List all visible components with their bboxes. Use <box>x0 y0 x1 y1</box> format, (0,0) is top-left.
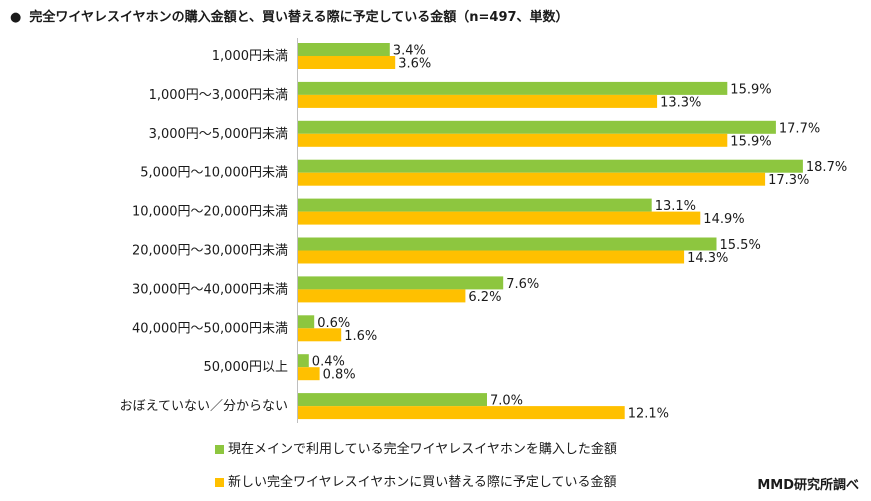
value-label-current: 7.6% <box>506 277 539 292</box>
bar-current <box>298 276 504 290</box>
value-label-current: 7.0% <box>490 394 523 409</box>
bar-planned <box>298 250 685 264</box>
bar-planned <box>298 133 728 147</box>
category-label: 1,000円未満 <box>212 49 288 64</box>
value-label-current: 17.7% <box>779 121 820 136</box>
bar-current <box>298 354 309 368</box>
value-label-planned: 1.6% <box>344 329 377 344</box>
value-label-planned: 13.3% <box>660 95 701 110</box>
value-label-current: 0.4% <box>312 355 345 370</box>
title-bullet: ● <box>10 10 22 25</box>
value-labels: 3.4%3.6% 15.9% 13.3% 17.7% 15.9% 18.7%17.3% 13… <box>312 44 847 422</box>
bar-planned <box>298 367 320 381</box>
category-labels: 1,000円未満 1,000円～3,000円未満 3,000円～5,000円未満 5,… <box>120 49 288 414</box>
bar-current <box>298 393 487 407</box>
value-label-planned: 15.9% <box>730 134 771 149</box>
value-label-planned: 0.8% <box>323 368 356 383</box>
bar-planned <box>298 94 658 108</box>
bar-current <box>298 198 652 212</box>
legend-item-current: 現在メインで利用している完全ワイヤレスイヤホンを購入した金額 <box>215 438 617 457</box>
legend-label-current: 現在メインで利用している完全ワイヤレスイヤホンを購入した金額 <box>228 442 617 457</box>
value-label-current: 3.4% <box>393 44 426 59</box>
value-label-current: 18.7% <box>806 160 847 175</box>
value-label-planned: 17.3% <box>768 173 809 188</box>
value-label-current: 15.9% <box>730 82 771 97</box>
category-label: 40,000円～50,000円未満 <box>132 321 288 336</box>
bar-planned <box>298 172 766 186</box>
title-text: 完全ワイヤレスイヤホンの購入金額と、買い替える際に予定している金額（n=497、… <box>29 10 569 25</box>
bar-current <box>298 315 315 329</box>
bar-current <box>298 43 390 56</box>
value-label-planned: 12.1% <box>628 407 669 422</box>
bar-current <box>298 159 803 173</box>
legend-swatch-green <box>215 445 224 454</box>
category-label: 5,000円～10,000円未満 <box>140 166 288 181</box>
value-label-planned: 14.9% <box>703 212 744 227</box>
bar-current <box>298 237 717 251</box>
value-label-planned: 14.3% <box>687 251 728 266</box>
value-label-planned: 6.2% <box>468 290 501 305</box>
legend-swatch-yellow <box>215 478 224 487</box>
bar-current <box>298 81 728 95</box>
source-credit: MMD研究所調べ <box>757 478 859 493</box>
bar-planned <box>298 406 625 420</box>
bar-planned <box>298 56 396 69</box>
legend-item-planned: 新しい完全ワイヤレスイヤホンに買い替える際に予定している金額 <box>215 471 616 490</box>
category-label: 1,000円～3,000円未満 <box>149 88 288 103</box>
bar-planned <box>298 289 466 303</box>
value-label-planned: 3.6% <box>398 57 431 72</box>
category-label: 50,000円以上 <box>204 360 289 375</box>
legend-label-planned: 新しい完全ワイヤレスイヤホンに買い替える際に予定している金額 <box>228 475 617 490</box>
category-label: 20,000円～30,000円未満 <box>132 244 288 259</box>
category-label: 30,000円～40,000円未満 <box>132 282 288 297</box>
bar-planned <box>298 211 701 225</box>
value-label-current: 15.5% <box>720 238 761 253</box>
bar-current <box>298 120 776 134</box>
category-label: おぼえていない／分からない <box>120 399 288 414</box>
category-label: 10,000円～20,000円未満 <box>132 205 288 220</box>
bar-planned <box>298 328 342 342</box>
chart-title: ● 完全ワイヤレスイヤホンの購入金額と、買い替える際に予定している金額（n=497… <box>10 6 569 25</box>
value-label-current: 0.6% <box>317 316 350 331</box>
bars <box>298 43 803 420</box>
value-label-current: 13.1% <box>655 199 696 214</box>
category-label: 3,000円～5,000円未満 <box>149 127 288 142</box>
